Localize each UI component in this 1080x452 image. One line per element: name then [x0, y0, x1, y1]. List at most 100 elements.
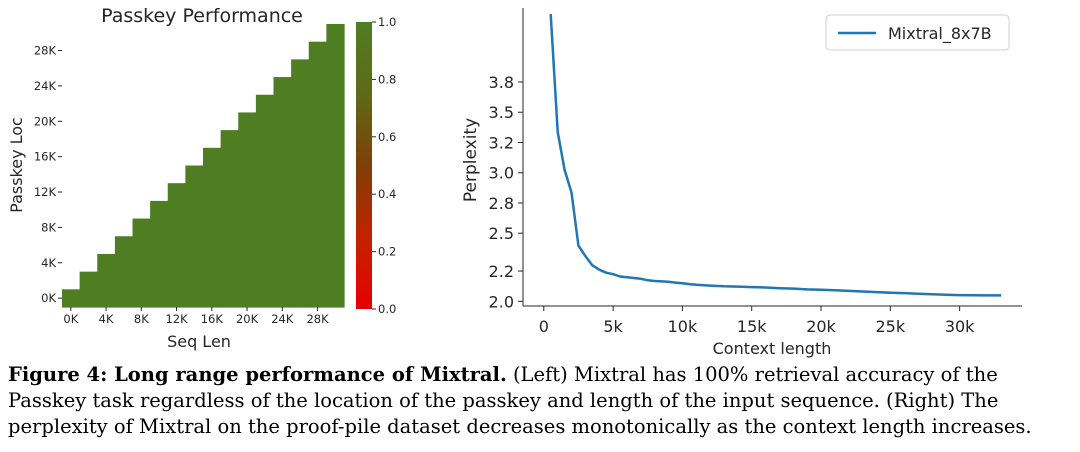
- heatmap-cell: [308, 165, 327, 184]
- heatmap-cell: [291, 236, 310, 255]
- heatmap-x-tick-label: 8K: [134, 312, 149, 326]
- heatmap-cell: [326, 218, 345, 237]
- line-x-tick-label: 30k: [945, 317, 975, 336]
- heatmap-x-ticks: 0K 4K 8K 12K 16K 20K 24K 28K: [63, 307, 329, 326]
- heatmap-cell: [203, 183, 222, 202]
- heatmap-cell: [291, 147, 310, 167]
- heatmap-y-tick-label: 20K: [34, 114, 57, 128]
- heatmap-cell: [114, 289, 134, 308]
- line-y-tick-label: 3.0: [489, 164, 514, 183]
- heatmap-cell: [308, 236, 327, 255]
- heatmap-cell: [203, 147, 222, 167]
- heatmap-cell: [291, 271, 310, 290]
- heatmap-cell: [291, 183, 310, 202]
- heatmap-cell: [291, 130, 310, 149]
- line-y-tick-label: 3.8: [489, 73, 514, 92]
- heatmap-cell: [308, 253, 327, 273]
- heatmap-cell: [326, 253, 345, 273]
- heatmap-cell: [291, 289, 310, 308]
- line-y-tick-label: 2.8: [489, 194, 514, 213]
- line-y-tick-label: 2.2: [489, 262, 514, 281]
- heatmap-cell: [326, 112, 345, 131]
- heatmap-y-ticks: 0K 4K 8K 12K 16K 20K 24K 28K: [34, 44, 62, 305]
- heatmap-cell: [308, 41, 327, 60]
- heatmap-cell: [255, 147, 275, 167]
- colorbar-tick-label: 0.6: [378, 130, 396, 144]
- heatmap-cell: [167, 253, 186, 273]
- heatmap-cell: [308, 130, 327, 149]
- line-x-tick-label: 10k: [668, 317, 698, 336]
- heatmap-cell: [185, 200, 204, 220]
- heatmap-cell: [150, 271, 169, 290]
- heatmap-cell: [167, 218, 186, 237]
- heatmap-cell: [291, 112, 310, 131]
- heatmap-cells: [62, 24, 345, 308]
- heatmap-cell: [273, 77, 292, 96]
- heatmap-cell: [326, 94, 345, 114]
- line-y-label: Perplexity: [461, 118, 481, 202]
- colorbar-tick-label: 0.2: [378, 245, 396, 259]
- perplexity-line-chart: 0 5k 10k 15k 20k 25k 30k 2.0 2.2 2.5 2.8 3.0 3.2 3.5…: [461, 8, 1022, 358]
- heatmap-cell: [220, 236, 239, 255]
- heatmap-cell: [132, 271, 151, 290]
- heatmap-cell: [97, 253, 116, 273]
- heatmap-cell: [238, 289, 257, 308]
- heatmap-cell: [238, 165, 257, 184]
- heatmap-cell: [150, 200, 169, 220]
- line-y-tick-label: 3.5: [489, 103, 514, 122]
- line-x-ticks: 0 5k 10k 15k 20k 25k 30k: [539, 306, 975, 336]
- heatmap-cell: [220, 289, 239, 308]
- heatmap-cell: [273, 112, 292, 131]
- heatmap-cell: [114, 271, 134, 290]
- heatmap-cell: [79, 271, 98, 290]
- heatmap-cell: [255, 183, 275, 202]
- heatmap-cell: [238, 218, 257, 237]
- heatmap-cell: [203, 289, 222, 308]
- heatmap-cell: [203, 236, 222, 255]
- heatmap-cell: [273, 94, 292, 114]
- heatmap-cell: [291, 200, 310, 220]
- heatmap-cell: [326, 200, 345, 220]
- heatmap-cell: [220, 130, 239, 149]
- heatmap-y-tick-label: 12K: [34, 185, 57, 199]
- heatmap-cell: [114, 236, 134, 255]
- colorbar-ticks: 0.0 0.2 0.4 0.6 0.8 1.0: [372, 15, 396, 316]
- figure: Passkey Performance 0K 4K 8K 12K 16K 20K 24K 28…: [7, 5, 1022, 358]
- line-x-label: Context length: [713, 339, 832, 358]
- heatmap-cell: [255, 130, 275, 149]
- heatmap-cell: [255, 218, 275, 237]
- heatmap-y-tick-label: 8K: [41, 220, 56, 234]
- heatmap-cell: [167, 183, 186, 202]
- heatmap-x-tick-label: 4K: [99, 312, 114, 326]
- heatmap-cell: [97, 289, 116, 308]
- colorbar-tick-label: 0.8: [378, 72, 396, 86]
- caption-text: (Left) Mixtral has 100% retrieval accura…: [8, 363, 1032, 438]
- legend-frame: [825, 14, 1010, 51]
- heatmap-x-tick-label: 0K: [63, 312, 78, 326]
- heatmap-cell: [185, 271, 204, 290]
- heatmap-cell: [167, 236, 186, 255]
- series-line-mixtral: [549, 14, 1002, 297]
- line-x-tick-label: 15k: [737, 317, 767, 336]
- heatmap-cell: [326, 183, 345, 202]
- heatmap-cell: [132, 236, 151, 255]
- heatmap-cell: [326, 41, 345, 60]
- heatmap-y-tick-label: 16K: [34, 150, 57, 164]
- heatmap-cell: [238, 236, 257, 255]
- heatmap-cell: [203, 200, 222, 220]
- line-x-tick-label: 25k: [876, 317, 906, 336]
- heatmap-cell: [273, 165, 292, 184]
- heatmap-cell: [291, 59, 310, 78]
- heatmap-cell: [220, 165, 239, 184]
- colorbar: 0.0 0.2 0.4 0.6 0.8 1.0: [356, 15, 396, 316]
- heatmap-y-tick-label: 4K: [41, 256, 56, 270]
- heatmap-cell: [308, 200, 327, 220]
- heatmap-cell: [273, 236, 292, 255]
- heatmap-cell: [291, 218, 310, 237]
- heatmap-cell: [132, 218, 151, 237]
- heatmap-cell: [255, 271, 275, 290]
- colorbar-tick-label: 0.0: [378, 302, 396, 316]
- heatmap-cell: [326, 24, 345, 43]
- heatmap-cell: [238, 183, 257, 202]
- heatmap-cell: [185, 165, 204, 184]
